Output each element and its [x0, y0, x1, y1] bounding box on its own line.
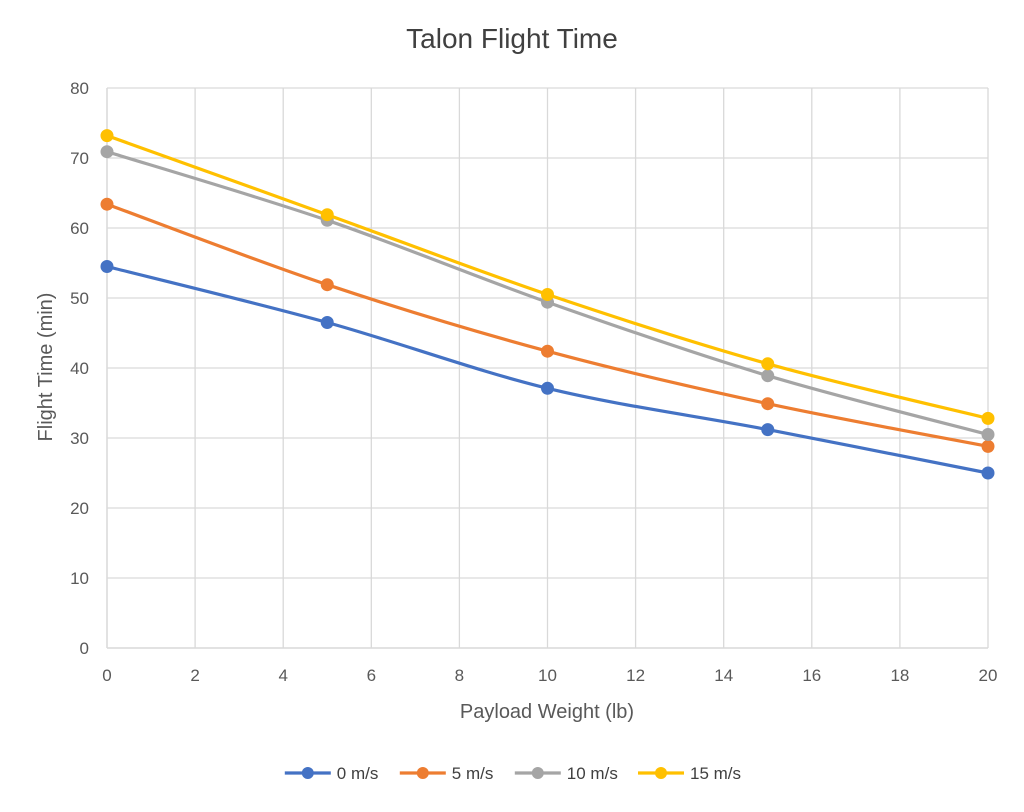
- legend-label: 0 m/s: [337, 764, 379, 783]
- data-point: [541, 344, 554, 358]
- x-tick-label: 20: [979, 666, 998, 685]
- data-point: [541, 381, 554, 395]
- data-point: [320, 278, 334, 292]
- x-tick-label: 12: [626, 666, 645, 685]
- legend-item: 10 m/s: [514, 764, 618, 783]
- legend-marker: [655, 767, 667, 779]
- y-tick-label: 50: [70, 289, 89, 308]
- legend-item: 5 m/s: [399, 764, 494, 783]
- legend-label: 10 m/s: [567, 764, 618, 783]
- data-point: [981, 428, 995, 441]
- y-tick-label: 80: [70, 79, 89, 98]
- legend-marker: [416, 767, 429, 779]
- x-tick-label: 0: [102, 666, 111, 685]
- data-point: [981, 411, 995, 425]
- data-point: [100, 197, 114, 211]
- x-tick-label: 6: [367, 666, 376, 685]
- data-point: [320, 208, 334, 222]
- series-0: [100, 260, 995, 480]
- data-point: [100, 129, 114, 143]
- data-point: [981, 466, 995, 480]
- data-point: [981, 439, 995, 453]
- legend-marker: [301, 767, 314, 779]
- axes: 0 10 20 30 40 50 60 70 80 0 2 4 6 8 10 12 14 16 18 20: [70, 79, 997, 685]
- legend-item: 0 m/s: [284, 764, 379, 783]
- data-point: [541, 288, 554, 301]
- data-point: [100, 145, 114, 159]
- x-tick-label: 4: [278, 666, 287, 685]
- x-tick-label: 10: [538, 666, 557, 685]
- series-3: [100, 129, 995, 425]
- y-tick-label: 30: [70, 429, 89, 448]
- y-tick-label: 10: [70, 569, 89, 588]
- y-tick-label: 40: [70, 359, 89, 378]
- x-tick-label: 16: [802, 666, 821, 685]
- legend-marker: [531, 767, 544, 779]
- legend-item: 15 m/s: [638, 764, 741, 783]
- gridlines: [107, 87, 989, 648]
- data-point: [320, 316, 334, 329]
- series-lines: [100, 129, 995, 480]
- legend-label: 5 m/s: [452, 764, 494, 783]
- legend-label: 15 m/s: [690, 764, 741, 783]
- chart-title: Talon Flight Time: [406, 23, 618, 54]
- x-tick-label: 2: [190, 666, 199, 685]
- data-point: [761, 397, 775, 411]
- y-tick-label: 0: [80, 639, 89, 658]
- y-tick-label: 20: [70, 499, 89, 518]
- data-point: [761, 357, 775, 371]
- x-tick-label: 8: [455, 666, 464, 685]
- data-point: [100, 260, 114, 273]
- data-point: [761, 423, 775, 437]
- y-axis-title: Flight Time (min): [35, 293, 57, 442]
- y-tick-label: 70: [70, 149, 89, 168]
- x-axis-title: Payload Weight (lb): [460, 701, 634, 723]
- series-1: [100, 197, 995, 453]
- y-tick-label: 60: [70, 219, 89, 238]
- data-point: [761, 369, 775, 383]
- x-tick-label: 18: [890, 666, 909, 685]
- legend: 0 m/s 5 m/s 10 m/s 15 m/s: [284, 764, 741, 783]
- x-tick-label: 14: [714, 666, 733, 685]
